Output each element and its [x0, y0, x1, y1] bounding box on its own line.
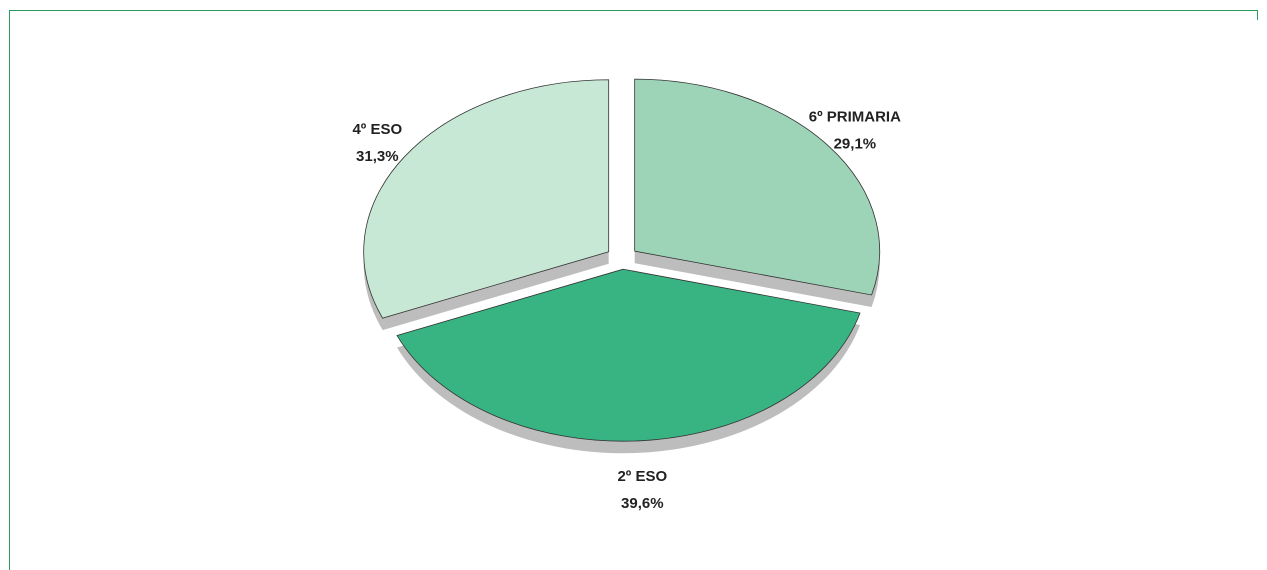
slice: [363, 79, 610, 319]
frame: [9, 10, 1258, 570]
slice-label: 2º ESO: [617, 468, 667, 485]
slice: [396, 268, 861, 442]
slice-label: 4º ESO: [352, 121, 402, 138]
slice-value: 31,3%: [356, 148, 399, 165]
slice-value: 29,1%: [834, 135, 877, 152]
slice-value: 39,6%: [621, 495, 664, 512]
slice-label: 6º PRIMARIA: [809, 108, 901, 125]
slice: [634, 78, 881, 296]
